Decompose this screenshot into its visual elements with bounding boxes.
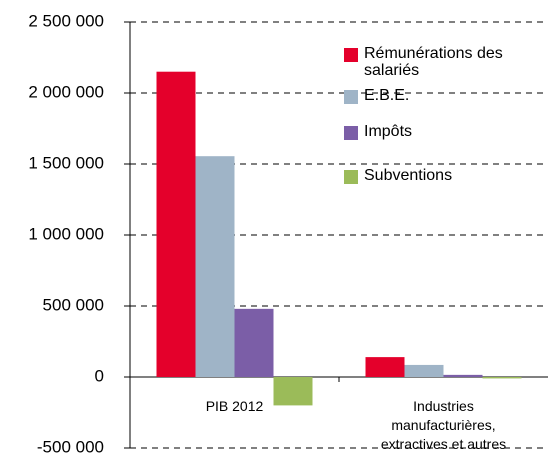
- legend-item: E.B.E.: [344, 87, 544, 104]
- legend-label: E.B.E.: [364, 87, 410, 104]
- bar: [404, 364, 444, 377]
- legend-swatch: [344, 90, 358, 104]
- bar: [195, 156, 235, 377]
- x-tick-label: PIB 2012: [205, 398, 264, 414]
- y-tick-label: -500 000: [37, 437, 104, 456]
- bar: [156, 71, 196, 377]
- y-tick-label: 0: [95, 366, 104, 385]
- bar: [443, 374, 483, 377]
- y-tick-label: 1 000 000: [28, 224, 104, 243]
- legend-label: Subventions: [364, 167, 453, 184]
- legend-item: Rémunérations des salariés: [344, 45, 544, 79]
- legend-item: Subventions: [344, 167, 544, 184]
- y-tick-label: 1 500 000: [28, 153, 104, 172]
- legend-label: Impôts: [364, 123, 413, 140]
- bar: [234, 308, 274, 377]
- legend-swatch: [344, 170, 358, 184]
- y-tick-label: 2 500 000: [28, 11, 104, 30]
- legend-swatch: [344, 126, 358, 140]
- y-tick-label: 500 000: [43, 295, 104, 314]
- legend-swatch: [344, 48, 358, 62]
- legend-item: Impôts: [344, 123, 544, 140]
- x-tick-label: Industries manufacturières, extractives …: [380, 398, 507, 452]
- y-tick-label: 2 000 000: [28, 82, 104, 101]
- legend-label: Rémunérations des salariés: [364, 45, 503, 79]
- bar: [365, 357, 405, 377]
- bar: [482, 377, 522, 379]
- bar: [273, 377, 313, 406]
